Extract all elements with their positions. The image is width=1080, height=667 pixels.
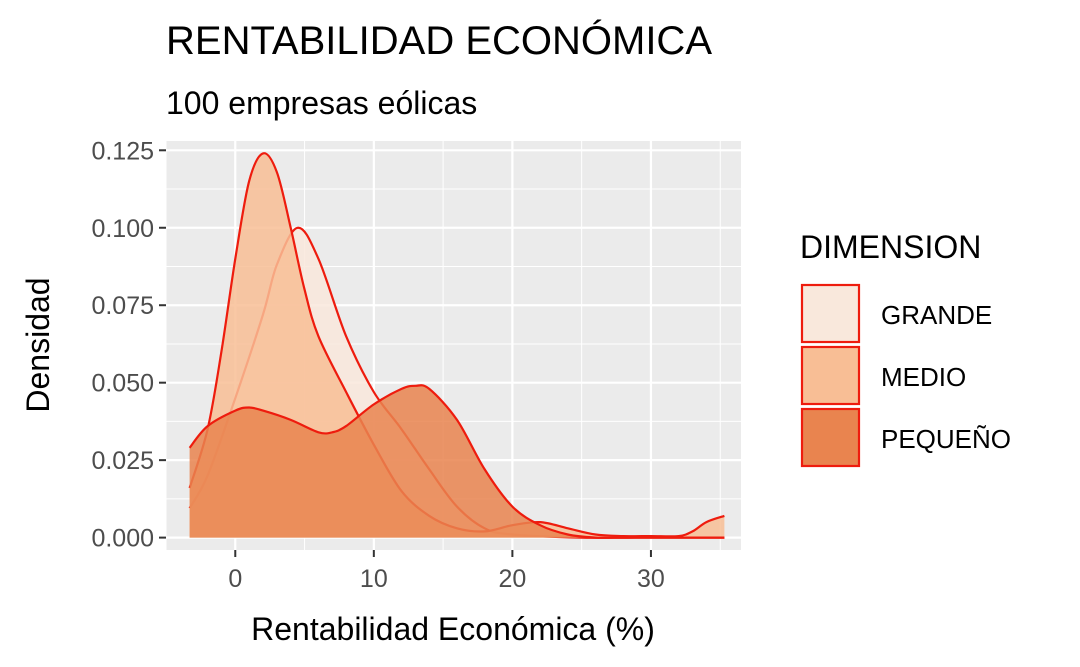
y-tick-label: 0.100: [91, 215, 154, 243]
y-axis-title: Densidad: [20, 277, 56, 412]
legend-key-grande: [800, 283, 861, 344]
density-areas: [188, 152, 725, 539]
y-tick-label: 0.050: [91, 370, 154, 398]
legend: DIMENSION GRANDE MEDIO PEQUEÑO: [800, 229, 1011, 468]
x-tick-label: 10: [360, 565, 388, 593]
legend-label-grande: GRANDE: [881, 300, 992, 330]
density-line-pequeno: [188, 384, 725, 539]
legend-key-medio: [800, 345, 861, 406]
legend-items: GRANDE MEDIO PEQUEÑO: [800, 283, 1011, 468]
y-tick-label: 0.025: [91, 447, 154, 475]
x-tick-label: 20: [498, 565, 526, 593]
chart-title: RENTABILIDAD ECONÓMICA: [166, 18, 712, 63]
legend-key-pequeno: [800, 407, 861, 468]
density-area-pequeno: [189, 385, 725, 538]
legend-label-pequeno: PEQUEÑO: [881, 424, 1011, 454]
x-axis: 0 10 20 30: [228, 550, 665, 593]
x-tick-label: 30: [637, 565, 665, 593]
legend-title: DIMENSION: [800, 229, 981, 265]
legend-label-medio: MEDIO: [881, 362, 966, 392]
y-axis: 0.000 0.025 0.050 0.075 0.100 0.125: [91, 137, 166, 553]
x-tick-label: 0: [228, 565, 242, 593]
y-tick-label: 0.000: [91, 525, 154, 553]
x-axis-title: Rentabilidad Económica (%): [251, 611, 655, 647]
y-tick-label: 0.075: [91, 292, 154, 320]
chart-subtitle: 100 empresas eólicas: [166, 85, 477, 121]
y-tick-label: 0.125: [91, 137, 154, 165]
